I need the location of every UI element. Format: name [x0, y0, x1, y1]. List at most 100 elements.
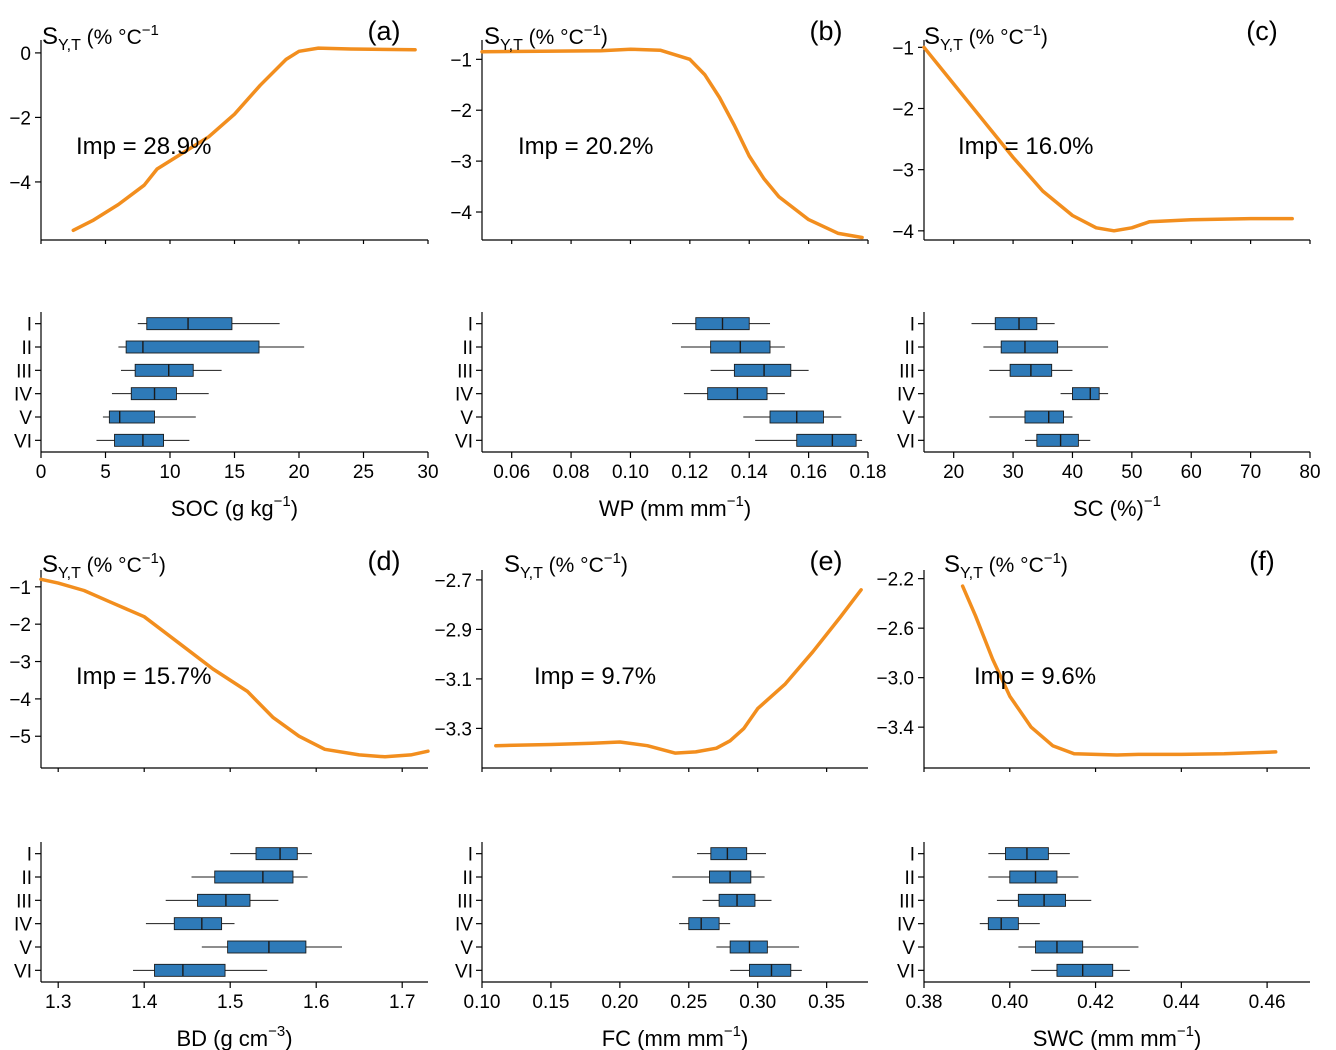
y-tick-label: −2 — [892, 100, 914, 121]
x-tick-label: 1.7 — [389, 992, 415, 1013]
category-label: II — [462, 868, 473, 889]
x-tick-label: 0.25 — [670, 992, 707, 1013]
iqr-box — [1056, 963, 1114, 977]
y-tick-label: −1 — [450, 50, 472, 71]
y-tick-label: 0 — [20, 44, 31, 65]
box-V: V — [19, 408, 196, 429]
category-label: III — [899, 891, 915, 912]
y-tick-label: −2.7 — [434, 571, 472, 592]
x-tick-label: 20 — [288, 462, 309, 483]
category-label: IV — [897, 385, 915, 406]
x-tick-label: 0.15 — [532, 992, 569, 1013]
x-axis-label: SOC (g kg−1) — [171, 493, 298, 521]
category-label: II — [904, 868, 915, 889]
panel-letter: (b) — [810, 16, 843, 46]
y-tick-label: −2 — [9, 615, 31, 636]
box-IV: IV — [14, 385, 209, 406]
x-tick-label: 0.06 — [493, 462, 530, 483]
panel-letter: (a) — [368, 16, 401, 46]
x-tick-label: 0.30 — [739, 992, 776, 1013]
box-IV: IV — [455, 915, 731, 936]
iqr-box — [1035, 940, 1084, 954]
panel-b: −1−2−3−4SY,T (% °C−1) (b)Imp = 20.2%IIIII… — [450, 16, 886, 521]
importance-label: Imp = 28.9% — [76, 133, 211, 160]
sensitivity-curve — [960, 584, 1278, 757]
iqr-box — [125, 340, 260, 354]
category-label: II — [21, 338, 32, 359]
x-tick-label: 0.38 — [906, 992, 943, 1013]
box-I: I — [910, 845, 1070, 866]
iqr-box — [1017, 893, 1066, 907]
box-V: V — [19, 938, 342, 959]
y-tick-label: −2 — [450, 101, 472, 122]
x-tick-label: 0.42 — [1077, 992, 1114, 1013]
category-label: IV — [455, 915, 473, 936]
iqr-box — [733, 363, 792, 377]
iqr-box — [197, 893, 251, 907]
x-tick-label: 40 — [1062, 462, 1083, 483]
category-label: III — [457, 361, 473, 382]
box-VI: VI — [455, 431, 863, 452]
x-tick-label: 15 — [224, 462, 245, 483]
category-label: I — [27, 845, 32, 866]
y-tick-label: −2 — [9, 108, 31, 129]
y-tick-label: −4 — [9, 173, 31, 194]
x-tick-label: 0.20 — [601, 992, 638, 1013]
x-tick-label: 1.6 — [303, 992, 329, 1013]
category-label: VI — [897, 961, 915, 982]
box-II: II — [904, 338, 1109, 359]
x-tick-label: 0.35 — [808, 992, 845, 1013]
iqr-box — [748, 963, 792, 977]
category-label: I — [468, 845, 473, 866]
x-tick-label: 0.18 — [850, 462, 887, 483]
x-axis-label: FC (mm mm−1) — [602, 1023, 749, 1050]
y-tick-label: −2.2 — [876, 570, 914, 591]
y-tick-label: −2.6 — [876, 619, 914, 640]
iqr-box — [710, 847, 748, 861]
x-tick-label: 0.46 — [1249, 992, 1286, 1013]
panel-a: 0−2−4SY,T (% °C−1 (a)Imp = 28.9%IIIIIIIVV… — [9, 16, 438, 521]
y-tick-label: −4 — [450, 203, 472, 224]
x-axis-label: BD (g cm−3) — [176, 1023, 292, 1050]
y-tick-label: −5 — [9, 727, 31, 748]
box-IV: IV — [14, 915, 235, 936]
y-axis-label: SY,T (% °C−1) — [484, 22, 608, 54]
x-tick-label: 0 — [36, 462, 47, 483]
panel-letter: (f) — [1249, 546, 1274, 576]
category-label: V — [902, 938, 915, 959]
category-label: III — [457, 891, 473, 912]
box-III: III — [16, 361, 222, 382]
panel-letter: (e) — [810, 546, 843, 576]
importance-label: Imp = 9.7% — [534, 663, 656, 690]
category-label: V — [460, 408, 473, 429]
box-I: I — [910, 315, 1055, 336]
panel-d: −1−2−3−4−5SY,T (% °C−1) (d)Imp = 15.7%III… — [9, 546, 430, 1050]
box-II: II — [462, 338, 785, 359]
sensitivity-curve — [494, 588, 863, 755]
box-IV: IV — [897, 385, 1109, 406]
x-tick-label: 1.5 — [217, 992, 243, 1013]
panel-c: −1−2−3−4SY,T (% °C−1) (c)Imp = 16.0%IIIII… — [892, 16, 1320, 521]
box-I: I — [468, 845, 766, 866]
sensitivity-curve — [480, 47, 864, 240]
iqr-box — [987, 917, 1019, 931]
box-VI: VI — [455, 961, 802, 982]
category-label: IV — [455, 385, 473, 406]
y-tick-label: −4 — [892, 222, 914, 243]
category-label: II — [21, 868, 32, 889]
category-label: II — [904, 338, 915, 359]
y-tick-label: −1 — [892, 38, 914, 59]
y-tick-label: −3.4 — [876, 718, 914, 739]
x-tick-label: 20 — [943, 462, 964, 483]
x-tick-label: 30 — [417, 462, 438, 483]
sensitivity-curve — [71, 46, 417, 233]
x-tick-label: 5 — [100, 462, 111, 483]
x-tick-label: 1.4 — [131, 992, 158, 1013]
iqr-box — [114, 433, 164, 447]
box-I: I — [27, 845, 312, 866]
panel-letter: (c) — [1246, 16, 1277, 46]
box-III: III — [899, 361, 1073, 382]
box-III: III — [457, 891, 772, 912]
y-tick-label: −3.3 — [434, 719, 472, 740]
x-tick-label: 0.40 — [991, 992, 1028, 1013]
